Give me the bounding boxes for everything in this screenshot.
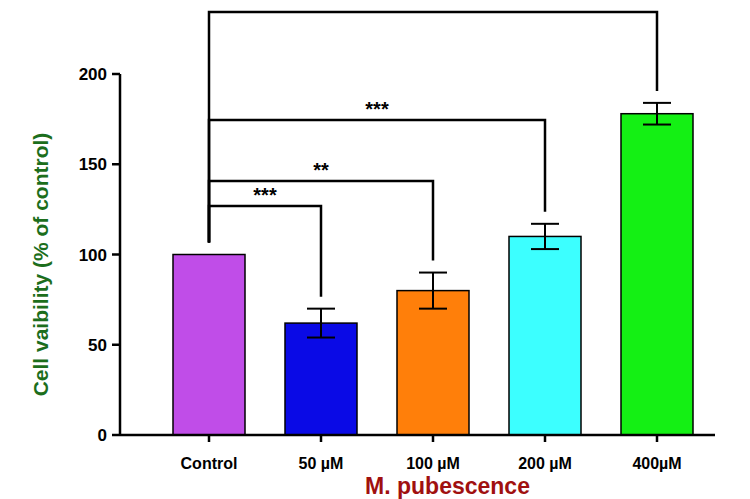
x-tick	[432, 435, 435, 442]
significance-bracket	[209, 120, 545, 243]
x-tick-label: 100 µM	[406, 455, 460, 472]
y-tick	[112, 434, 120, 437]
x-tick	[544, 435, 547, 442]
y-tick	[112, 253, 120, 256]
significance-label: ***	[365, 98, 389, 120]
x-axis-label: M. pubescence	[365, 473, 530, 499]
x-tick-label: Control	[181, 455, 238, 472]
significance-bracket	[209, 206, 321, 297]
significance-bracket	[209, 12, 657, 243]
x-tick-label: 400µM	[632, 455, 681, 472]
x-tick	[320, 435, 323, 442]
y-tick	[112, 163, 120, 166]
significance-label: **	[313, 159, 329, 181]
bar	[173, 255, 245, 436]
y-tick-label: 50	[88, 336, 107, 355]
y-tick-label: 200	[79, 65, 107, 84]
y-axis-label: Cell vaibility (% of control)	[29, 133, 52, 397]
y-tick-label: 150	[79, 155, 107, 174]
x-tick	[208, 435, 211, 442]
y-tick-label: 100	[79, 246, 107, 265]
bar	[509, 236, 581, 435]
error-bar	[307, 309, 335, 338]
y-tick-label: 0	[98, 426, 107, 445]
x-tick-label: 50 µM	[299, 455, 344, 472]
bar	[285, 323, 357, 435]
chart: 0 50 100 150 200 Control 50 µM 100 µM 200 µM 400µ…	[0, 0, 750, 499]
x-tick	[656, 435, 659, 442]
error-bar	[419, 273, 447, 309]
significance-label: ***	[253, 184, 277, 206]
significance-bracket	[209, 181, 433, 261]
x-tick-label: 200 µM	[518, 455, 572, 472]
error-bar	[643, 103, 671, 125]
y-tick	[112, 73, 120, 76]
bars	[173, 103, 693, 435]
bar	[397, 291, 469, 435]
y-tick	[112, 344, 120, 347]
error-bar	[531, 224, 559, 249]
bar	[621, 114, 693, 435]
